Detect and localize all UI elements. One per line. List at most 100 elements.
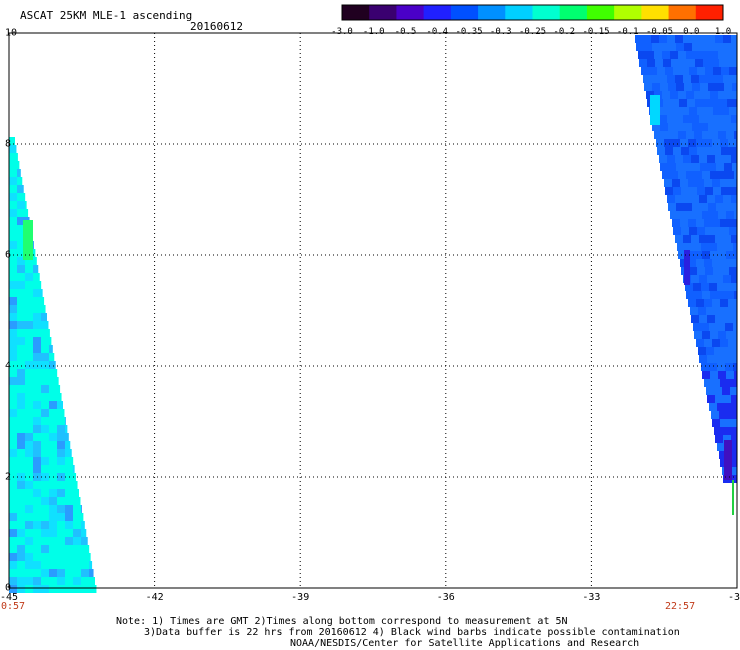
- colorbar-segment: [478, 5, 506, 20]
- data-cell: [17, 457, 25, 465]
- data-cell: [725, 243, 733, 251]
- data-cell: [673, 147, 681, 155]
- data-cell: [683, 75, 691, 83]
- colorbar-segment: [695, 5, 724, 20]
- data-cell: [33, 257, 37, 265]
- data-cell: [734, 251, 737, 259]
- data-cell: [81, 521, 85, 529]
- data-cell: [704, 179, 712, 187]
- data-cell: [41, 377, 49, 385]
- data-cell: [9, 377, 17, 385]
- data-cell: [691, 235, 699, 243]
- data-cell: [81, 585, 89, 593]
- data-cell: [638, 51, 646, 59]
- data-cell: [65, 513, 73, 521]
- data-cell: [41, 545, 49, 553]
- data-cell: [687, 59, 695, 67]
- data-cell: [25, 497, 33, 505]
- data-cell: [681, 187, 689, 195]
- data-cell: [705, 67, 713, 75]
- data-cell: [17, 233, 25, 241]
- x-tick-label: -33: [582, 592, 601, 603]
- data-cell: [41, 297, 45, 305]
- data-cell: [65, 529, 73, 537]
- data-cell: [9, 449, 17, 457]
- data-cell: [81, 513, 84, 521]
- data-cell: [715, 315, 723, 323]
- data-cell: [670, 131, 678, 139]
- data-cell: [41, 313, 47, 321]
- data-cell: [9, 185, 17, 193]
- data-cell: [57, 449, 65, 457]
- data-cell: [688, 179, 696, 187]
- data-cell: [691, 35, 699, 43]
- data-cell: [683, 115, 691, 123]
- data-cell: [65, 441, 71, 449]
- data-cell: [667, 195, 675, 203]
- data-cell: [33, 489, 41, 497]
- data-cell: [718, 91, 726, 99]
- colorbar-segment: [396, 5, 425, 20]
- data-cell: [727, 59, 735, 67]
- data-cell: [720, 339, 728, 347]
- data-cell: [660, 163, 668, 171]
- data-cell: [17, 305, 25, 313]
- data-cell: [715, 35, 723, 43]
- data-cell: [692, 203, 700, 211]
- data-cell: [41, 489, 49, 497]
- data-cell: [707, 195, 715, 203]
- data-cell: [654, 51, 662, 59]
- data-cell: [731, 115, 737, 123]
- data-cell: [57, 377, 59, 385]
- data-cell: [686, 211, 694, 219]
- data-cell: [41, 393, 49, 401]
- data-cell: [731, 435, 737, 443]
- data-cell: [25, 329, 33, 337]
- data-cell: [705, 107, 713, 115]
- data-cell: [732, 203, 737, 211]
- data-cell: [683, 35, 691, 43]
- data-cell: [732, 123, 737, 131]
- data-cell: [711, 411, 719, 419]
- data-cell: [694, 51, 702, 59]
- data-cell: [25, 337, 33, 345]
- plot-frame: [8, 32, 738, 589]
- data-cell: [665, 107, 673, 115]
- data-cell: [17, 417, 25, 425]
- data-cell: [25, 281, 33, 289]
- data-cell: [696, 259, 704, 267]
- data-cell: [708, 83, 716, 91]
- swath-right: [635, 35, 737, 515]
- data-cell: [17, 465, 25, 473]
- data-cell: [728, 219, 736, 227]
- data-cell: [675, 115, 683, 123]
- data-cell: [724, 123, 732, 131]
- data-cell: [17, 441, 25, 449]
- data-cell: [81, 529, 87, 537]
- data-cell: [17, 377, 25, 385]
- data-cell: [25, 457, 33, 465]
- data-cell: [715, 75, 723, 83]
- data-cell: [718, 331, 726, 339]
- data-cell: [729, 147, 737, 155]
- data-cell: [703, 99, 711, 107]
- data-cell: [25, 353, 33, 361]
- data-cell: [709, 363, 717, 371]
- data-cell: [49, 537, 57, 545]
- data-cell: [657, 147, 665, 155]
- data-cell: [678, 51, 686, 59]
- data-cell: [9, 417, 17, 425]
- data-cell: [718, 291, 726, 299]
- data-cell: [73, 473, 77, 481]
- data-cell: [707, 155, 715, 163]
- data-cell: [9, 313, 17, 321]
- data-cell: [672, 139, 680, 147]
- data-cell: [662, 91, 670, 99]
- data-cell: [49, 409, 57, 417]
- data-cell: [724, 440, 732, 480]
- data-cell: [25, 273, 33, 281]
- data-cell: [717, 443, 725, 451]
- data-cell: [49, 521, 57, 529]
- data-cell: [17, 393, 25, 401]
